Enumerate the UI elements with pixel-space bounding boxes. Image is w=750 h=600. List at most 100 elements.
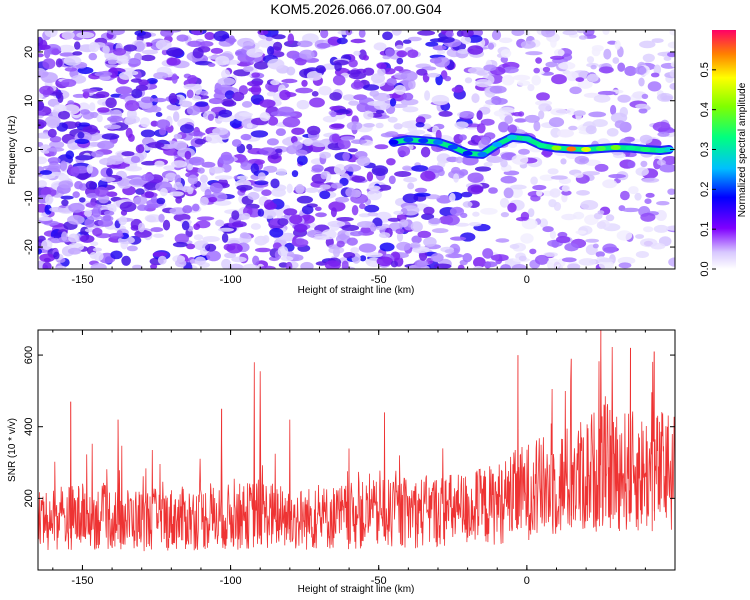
noise-blob — [366, 189, 382, 201]
noise-blob — [518, 255, 527, 261]
noise-blob — [407, 182, 415, 190]
noise-blob — [614, 120, 626, 129]
noise-blob — [635, 234, 645, 239]
noise-blob — [639, 40, 656, 49]
noise-blob — [507, 124, 517, 134]
noise-blob — [520, 233, 534, 244]
noise-blob — [259, 147, 277, 156]
noise-blob — [173, 111, 180, 122]
noise-blob — [342, 94, 356, 101]
noise-blob — [134, 41, 145, 52]
noise-blob — [213, 91, 227, 100]
noise-blob — [289, 214, 303, 225]
noise-blob — [88, 41, 100, 53]
ridge-point — [595, 146, 606, 151]
noise-blob — [504, 115, 513, 124]
noise-blob — [407, 49, 419, 58]
noise-blob — [116, 230, 123, 237]
noise-blob — [575, 77, 585, 82]
noise-blob — [128, 178, 147, 186]
colorbar-label: Normalized spectral amplitude — [737, 82, 748, 217]
noise-blob — [91, 206, 102, 218]
noise-blob — [520, 211, 530, 221]
noise-blob — [351, 175, 366, 183]
noise-blob — [295, 87, 313, 94]
noise-blob — [574, 155, 590, 165]
noise-blob — [612, 57, 620, 64]
noise-blob — [155, 112, 163, 117]
noise-blob — [507, 202, 517, 213]
noise-blob — [314, 206, 322, 211]
noise-blob — [306, 71, 323, 81]
noise-blob — [107, 30, 125, 36]
ridge-point — [403, 137, 414, 143]
noise-blob — [286, 183, 293, 194]
noise-blob — [132, 264, 143, 269]
colorbar: 0.0 0.1 0.2 0.3 0.4 0.5 Normalized spectral a… — [699, 30, 748, 277]
noise-blob — [320, 30, 329, 39]
noise-blob — [320, 171, 328, 180]
noise-blob — [303, 138, 313, 147]
ridge-point — [664, 147, 675, 152]
noise-blob — [471, 93, 480, 104]
noise-blob — [376, 256, 393, 267]
noise-blob — [403, 92, 414, 101]
ridge-point — [610, 145, 621, 150]
noise-blob — [184, 150, 192, 160]
noise-blob — [39, 85, 54, 96]
noise-blob — [363, 123, 375, 128]
noise-blob — [134, 229, 152, 238]
noise-blob — [343, 164, 362, 172]
noise-blob — [209, 182, 223, 194]
noise-blob — [215, 219, 225, 227]
noise-blob — [640, 238, 658, 248]
noise-blob — [265, 36, 273, 42]
noise-blob — [330, 207, 337, 218]
noise-blob — [262, 235, 270, 244]
noise-blob — [449, 192, 456, 202]
noise-blob — [121, 151, 135, 157]
noise-blob — [150, 227, 164, 233]
noise-blob — [247, 191, 260, 201]
noise-blob — [377, 184, 392, 191]
noise-blob — [315, 212, 327, 218]
noise-blob — [270, 178, 280, 189]
noise-blob — [428, 217, 442, 225]
noise-blob — [617, 94, 631, 103]
noise-blob — [126, 245, 138, 252]
noise-blob — [199, 196, 209, 206]
noise-blob — [529, 248, 537, 255]
noise-blob — [467, 184, 484, 195]
noise-blob — [509, 244, 520, 249]
noise-blob — [507, 142, 518, 148]
noise-blob — [548, 199, 557, 208]
noise-blob — [217, 77, 236, 86]
noise-blob — [156, 197, 166, 205]
noise-blob — [124, 117, 134, 125]
noise-blob — [92, 227, 103, 237]
noise-blob — [531, 75, 541, 86]
noise-blob — [638, 77, 645, 87]
noise-blob — [337, 139, 351, 150]
noise-blob — [421, 66, 437, 71]
noise-blob — [47, 119, 60, 129]
noise-blob — [173, 133, 183, 140]
noise-blob — [427, 72, 440, 78]
noise-blob — [188, 131, 206, 137]
noise-blob — [428, 165, 444, 174]
noise-blob — [498, 121, 509, 133]
noise-blob — [329, 92, 342, 101]
noise-blob — [525, 51, 543, 56]
noise-blob — [512, 74, 531, 81]
noise-blob — [231, 139, 242, 147]
x-tick-label: -100 — [220, 274, 242, 286]
noise-blob — [224, 90, 235, 99]
noise-blob — [311, 164, 324, 172]
noise-blob — [58, 110, 70, 120]
noise-blob — [43, 257, 51, 262]
noise-blob — [495, 238, 510, 243]
noise-blob — [527, 208, 535, 218]
noise-blob — [101, 133, 120, 140]
noise-blob — [153, 233, 164, 238]
noise-blob — [498, 37, 513, 44]
